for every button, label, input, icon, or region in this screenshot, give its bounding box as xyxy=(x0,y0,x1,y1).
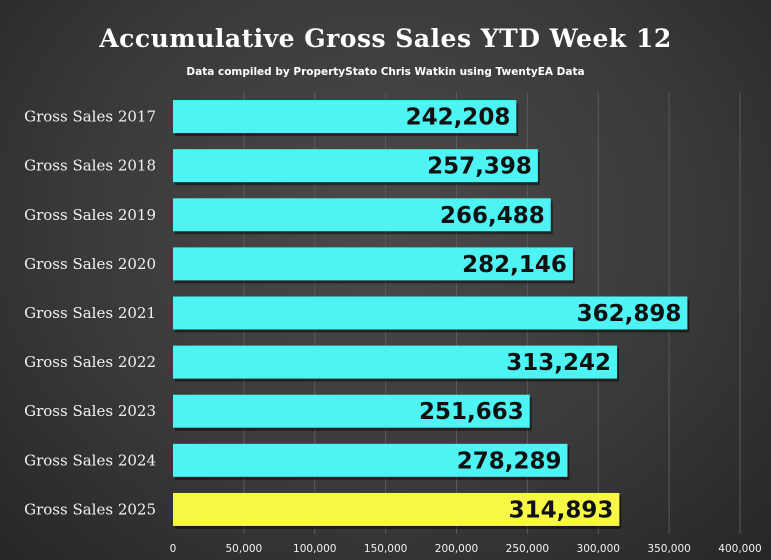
category-label: Gross Sales 2025 xyxy=(24,500,156,518)
data-label: 266,488 xyxy=(440,203,545,229)
category-label: Gross Sales 2017 xyxy=(24,108,156,126)
bar xyxy=(173,394,530,428)
chart-title: Accumulative Gross Sales YTD Week 12 xyxy=(99,24,672,53)
bar xyxy=(173,247,573,281)
x-tick-label: 400,000 xyxy=(718,543,761,555)
data-label: 314,893 xyxy=(509,497,614,523)
x-tick-label: 100,000 xyxy=(293,543,336,555)
bar xyxy=(173,198,551,232)
x-tick-label: 0 xyxy=(170,543,177,555)
category-label: Gross Sales 2021 xyxy=(24,304,156,322)
x-tick-label: 350,000 xyxy=(647,543,690,555)
bar xyxy=(173,296,688,330)
data-label: 257,398 xyxy=(427,154,532,180)
x-tick-label: 300,000 xyxy=(577,543,620,555)
data-label: 282,146 xyxy=(462,252,567,278)
data-label: 313,242 xyxy=(506,350,611,376)
bar xyxy=(173,100,517,134)
data-label: 278,289 xyxy=(457,448,562,474)
data-label: 242,208 xyxy=(406,105,511,131)
category-label: Gross Sales 2019 xyxy=(24,206,156,224)
bar xyxy=(173,443,568,477)
bar xyxy=(173,345,618,379)
bar xyxy=(173,492,620,526)
bar xyxy=(173,149,538,183)
category-label: Gross Sales 2022 xyxy=(24,353,156,371)
category-label: Gross Sales 2024 xyxy=(24,451,156,469)
category-label: Gross Sales 2018 xyxy=(24,157,156,175)
category-label: Gross Sales 2020 xyxy=(24,255,156,273)
x-tick-label: 250,000 xyxy=(506,543,549,555)
data-label: 362,898 xyxy=(577,301,682,327)
x-tick-label: 50,000 xyxy=(226,543,263,555)
chart-subtitle: Data compiled by PropertyStato Chris Wat… xyxy=(186,66,585,78)
x-tick-label: 200,000 xyxy=(435,543,478,555)
data-label: 251,663 xyxy=(419,399,524,425)
category-label: Gross Sales 2023 xyxy=(24,402,156,420)
x-tick-label: 150,000 xyxy=(364,543,407,555)
